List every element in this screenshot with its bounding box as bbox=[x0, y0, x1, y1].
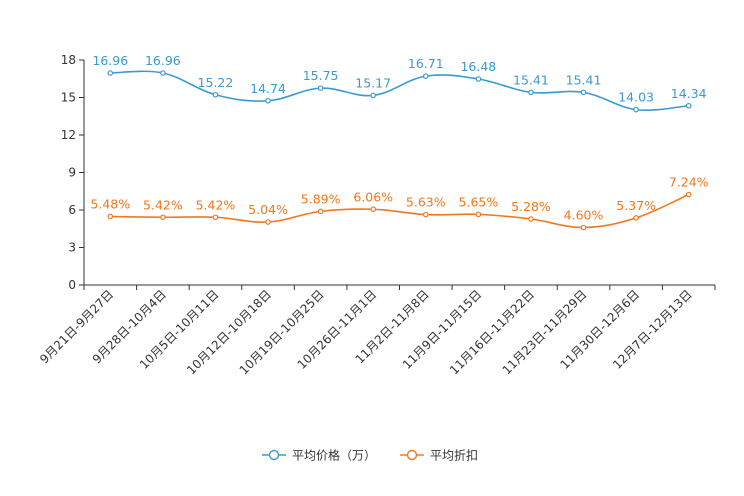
data-point bbox=[370, 206, 377, 213]
data-point bbox=[633, 215, 639, 221]
data-label: 16.48 bbox=[460, 59, 496, 74]
data-label: 5.63% bbox=[406, 195, 446, 210]
data-label: 5.37% bbox=[616, 198, 656, 213]
data-point bbox=[265, 219, 271, 225]
data-label: 5.65% bbox=[459, 194, 499, 209]
y-tick-label: 9 bbox=[68, 166, 76, 180]
data-label: 15.75 bbox=[303, 68, 339, 83]
data-label: 14.03 bbox=[618, 90, 654, 105]
y-tick-label: 15 bbox=[61, 91, 76, 105]
data-point bbox=[370, 92, 377, 99]
data-label: 15.17 bbox=[355, 75, 391, 90]
y-tick-label: 3 bbox=[68, 241, 76, 255]
data-point bbox=[475, 76, 482, 82]
data-point bbox=[528, 89, 534, 96]
series-line bbox=[110, 70, 689, 111]
y-tick-label: 0 bbox=[68, 278, 76, 292]
data-label: 5.42% bbox=[143, 197, 183, 212]
y-tick-label: 18 bbox=[61, 53, 76, 67]
data-point bbox=[633, 106, 639, 113]
data-point bbox=[317, 85, 324, 91]
legend-label: 平均价格（万） bbox=[292, 448, 376, 463]
data-label: 5.89% bbox=[301, 191, 341, 206]
data-point bbox=[685, 191, 692, 198]
data-point bbox=[580, 224, 587, 231]
data-label: 15.22 bbox=[198, 75, 234, 90]
data-point bbox=[422, 211, 429, 218]
data-point bbox=[107, 213, 114, 220]
data-label: 5.42% bbox=[196, 197, 236, 212]
legend-item-2[interactable]: 平均折扣 bbox=[400, 448, 478, 463]
y-tick-label: 12 bbox=[61, 128, 76, 142]
data-label: 5.48% bbox=[90, 197, 130, 212]
data-point bbox=[422, 73, 429, 79]
legend[interactable]: 平均价格（万） 平均折扣 bbox=[262, 448, 478, 463]
data-label: 15.41 bbox=[513, 72, 549, 87]
data-label: 4.60% bbox=[564, 208, 604, 223]
series-2: 5.48% 5.42% 5.42% 5.04% 5.89% 6.06% 5.63% 5.65%… bbox=[90, 175, 709, 231]
data-point bbox=[475, 211, 482, 218]
data-point bbox=[685, 102, 692, 109]
data-label: 7.24% bbox=[669, 175, 709, 190]
series-line bbox=[110, 193, 690, 229]
data-point bbox=[212, 214, 219, 221]
data-label: 16.71 bbox=[408, 56, 444, 71]
data-label: 15.41 bbox=[566, 72, 602, 87]
data-point bbox=[528, 216, 534, 222]
data-point bbox=[317, 208, 324, 215]
y-tick-label: 6 bbox=[68, 203, 76, 217]
x-axis-labels: 9月21日-9月27日9月28日-10月4日10月5日-10月11日10月12日… bbox=[37, 287, 695, 377]
data-point bbox=[107, 70, 114, 76]
data-label: 16.96 bbox=[145, 53, 181, 68]
axes: 0 3 6 9 12 15 18 bbox=[61, 53, 716, 292]
legend-label: 平均折扣 bbox=[430, 448, 478, 463]
data-point bbox=[160, 70, 166, 76]
data-label: 5.28% bbox=[511, 199, 551, 214]
series-1: 16.96 16.96 15.22 14.74 15.75 15.17 16.71 16.48… bbox=[92, 53, 707, 113]
legend-marker-icon bbox=[406, 449, 418, 461]
data-point bbox=[580, 89, 587, 96]
data-label: 6.06% bbox=[353, 189, 393, 204]
data-label: 16.96 bbox=[92, 53, 128, 68]
data-point bbox=[160, 214, 166, 221]
data-point bbox=[265, 97, 271, 104]
data-label: 5.04% bbox=[248, 202, 288, 217]
legend-item-1[interactable]: 平均价格（万） bbox=[262, 448, 376, 463]
data-label: 14.34 bbox=[671, 86, 707, 101]
legend-marker-icon bbox=[268, 449, 280, 461]
series-layer: 16.96 16.96 15.22 14.74 15.75 15.17 16.71 16.48… bbox=[90, 53, 709, 231]
data-label: 14.74 bbox=[250, 81, 286, 96]
data-point bbox=[212, 91, 219, 98]
